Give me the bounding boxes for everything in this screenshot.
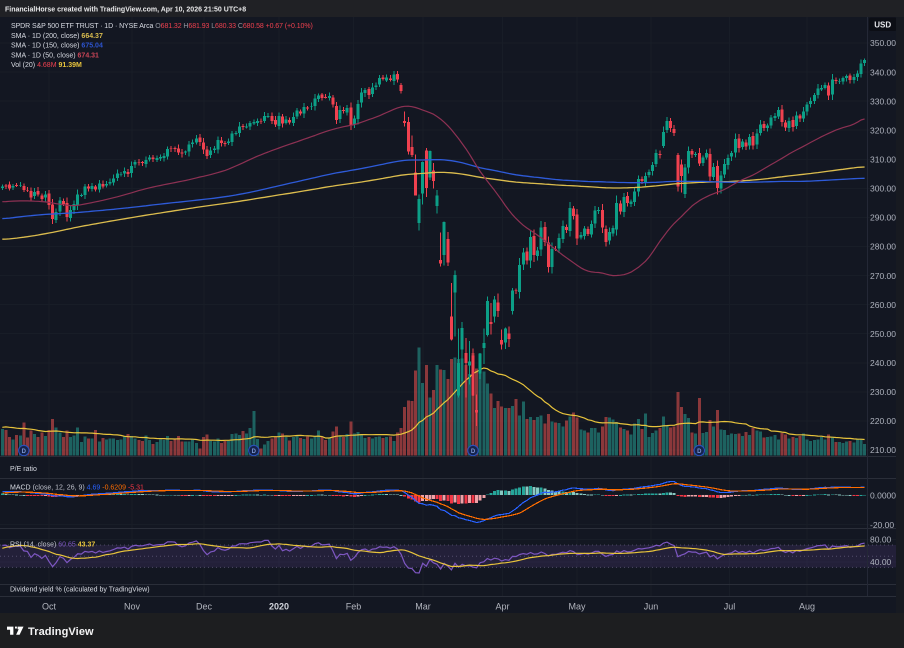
svg-text:USD: USD	[874, 21, 891, 30]
svg-text:Aug: Aug	[799, 602, 815, 612]
svg-text:FinancialHorse created with Tr: FinancialHorse created with TradingView.…	[5, 7, 246, 14]
svg-text:80.00: 80.00	[870, 535, 892, 545]
svg-text:D: D	[697, 449, 702, 455]
svg-text:Vol (20) 4.68M 91.39M: Vol (20) 4.68M 91.39M	[11, 62, 82, 69]
svg-text:270.00: 270.00	[870, 271, 896, 281]
svg-text:290.00: 290.00	[870, 213, 896, 223]
svg-text:350.00: 350.00	[870, 38, 896, 48]
svg-text:310.00: 310.00	[870, 155, 896, 165]
svg-text:SMA · 1D (150, close) 675.04: SMA · 1D (150, close) 675.04	[11, 43, 103, 50]
svg-text:210.00: 210.00	[870, 445, 896, 455]
svg-text:Mar: Mar	[415, 602, 431, 612]
svg-text:Apr: Apr	[495, 602, 509, 612]
svg-text:D: D	[22, 449, 27, 455]
svg-text:Dec: Dec	[196, 602, 213, 612]
svg-text:250.00: 250.00	[870, 329, 896, 339]
svg-text:Feb: Feb	[346, 602, 362, 612]
svg-text:230.00: 230.00	[870, 387, 896, 397]
svg-text:SMA · 1D (50, close) 674.31: SMA · 1D (50, close) 674.31	[11, 52, 99, 59]
svg-text:320.00: 320.00	[870, 125, 896, 135]
svg-text:May: May	[568, 602, 586, 612]
svg-text:240.00: 240.00	[870, 358, 896, 368]
svg-text:280.00: 280.00	[870, 242, 896, 252]
svg-text:40.00: 40.00	[870, 557, 892, 567]
svg-text:340.00: 340.00	[870, 67, 896, 77]
svg-text:-20.00: -20.00	[870, 520, 894, 530]
svg-text:D: D	[471, 449, 476, 455]
svg-text:SPDR S&P 500 ETF TRUST · 1D ·: SPDR S&P 500 ETF TRUST · 1D · NYSE Arca …	[11, 23, 313, 30]
svg-text:2020: 2020	[269, 602, 289, 612]
svg-text:330.00: 330.00	[870, 96, 896, 106]
svg-text:TradingView: TradingView	[28, 626, 94, 638]
svg-text:0.0000: 0.0000	[870, 490, 896, 500]
svg-text:300.00: 300.00	[870, 184, 896, 194]
svg-text:SMA · 1D (200, close) 664.37: SMA · 1D (200, close) 664.37	[11, 33, 103, 40]
svg-text:RSI (14, close) 60.65 43.37: RSI (14, close) 60.65 43.37	[10, 542, 95, 549]
svg-text:Nov: Nov	[124, 602, 141, 612]
svg-text:260.00: 260.00	[870, 300, 896, 310]
svg-text:Dividend yield % (calculated b: Dividend yield % (calculated by TradingV…	[10, 587, 150, 594]
svg-text:MACD (close, 12, 26, 9) 4.69 -: MACD (close, 12, 26, 9) 4.69 -0.6209 -5.…	[10, 485, 144, 492]
svg-text:Oct: Oct	[42, 602, 57, 612]
svg-text:D: D	[252, 449, 257, 455]
svg-text:220.00: 220.00	[870, 416, 896, 426]
svg-text:Jun: Jun	[644, 602, 659, 612]
svg-text:P/E ratio: P/E ratio	[10, 466, 37, 473]
svg-text:Jul: Jul	[724, 602, 736, 612]
